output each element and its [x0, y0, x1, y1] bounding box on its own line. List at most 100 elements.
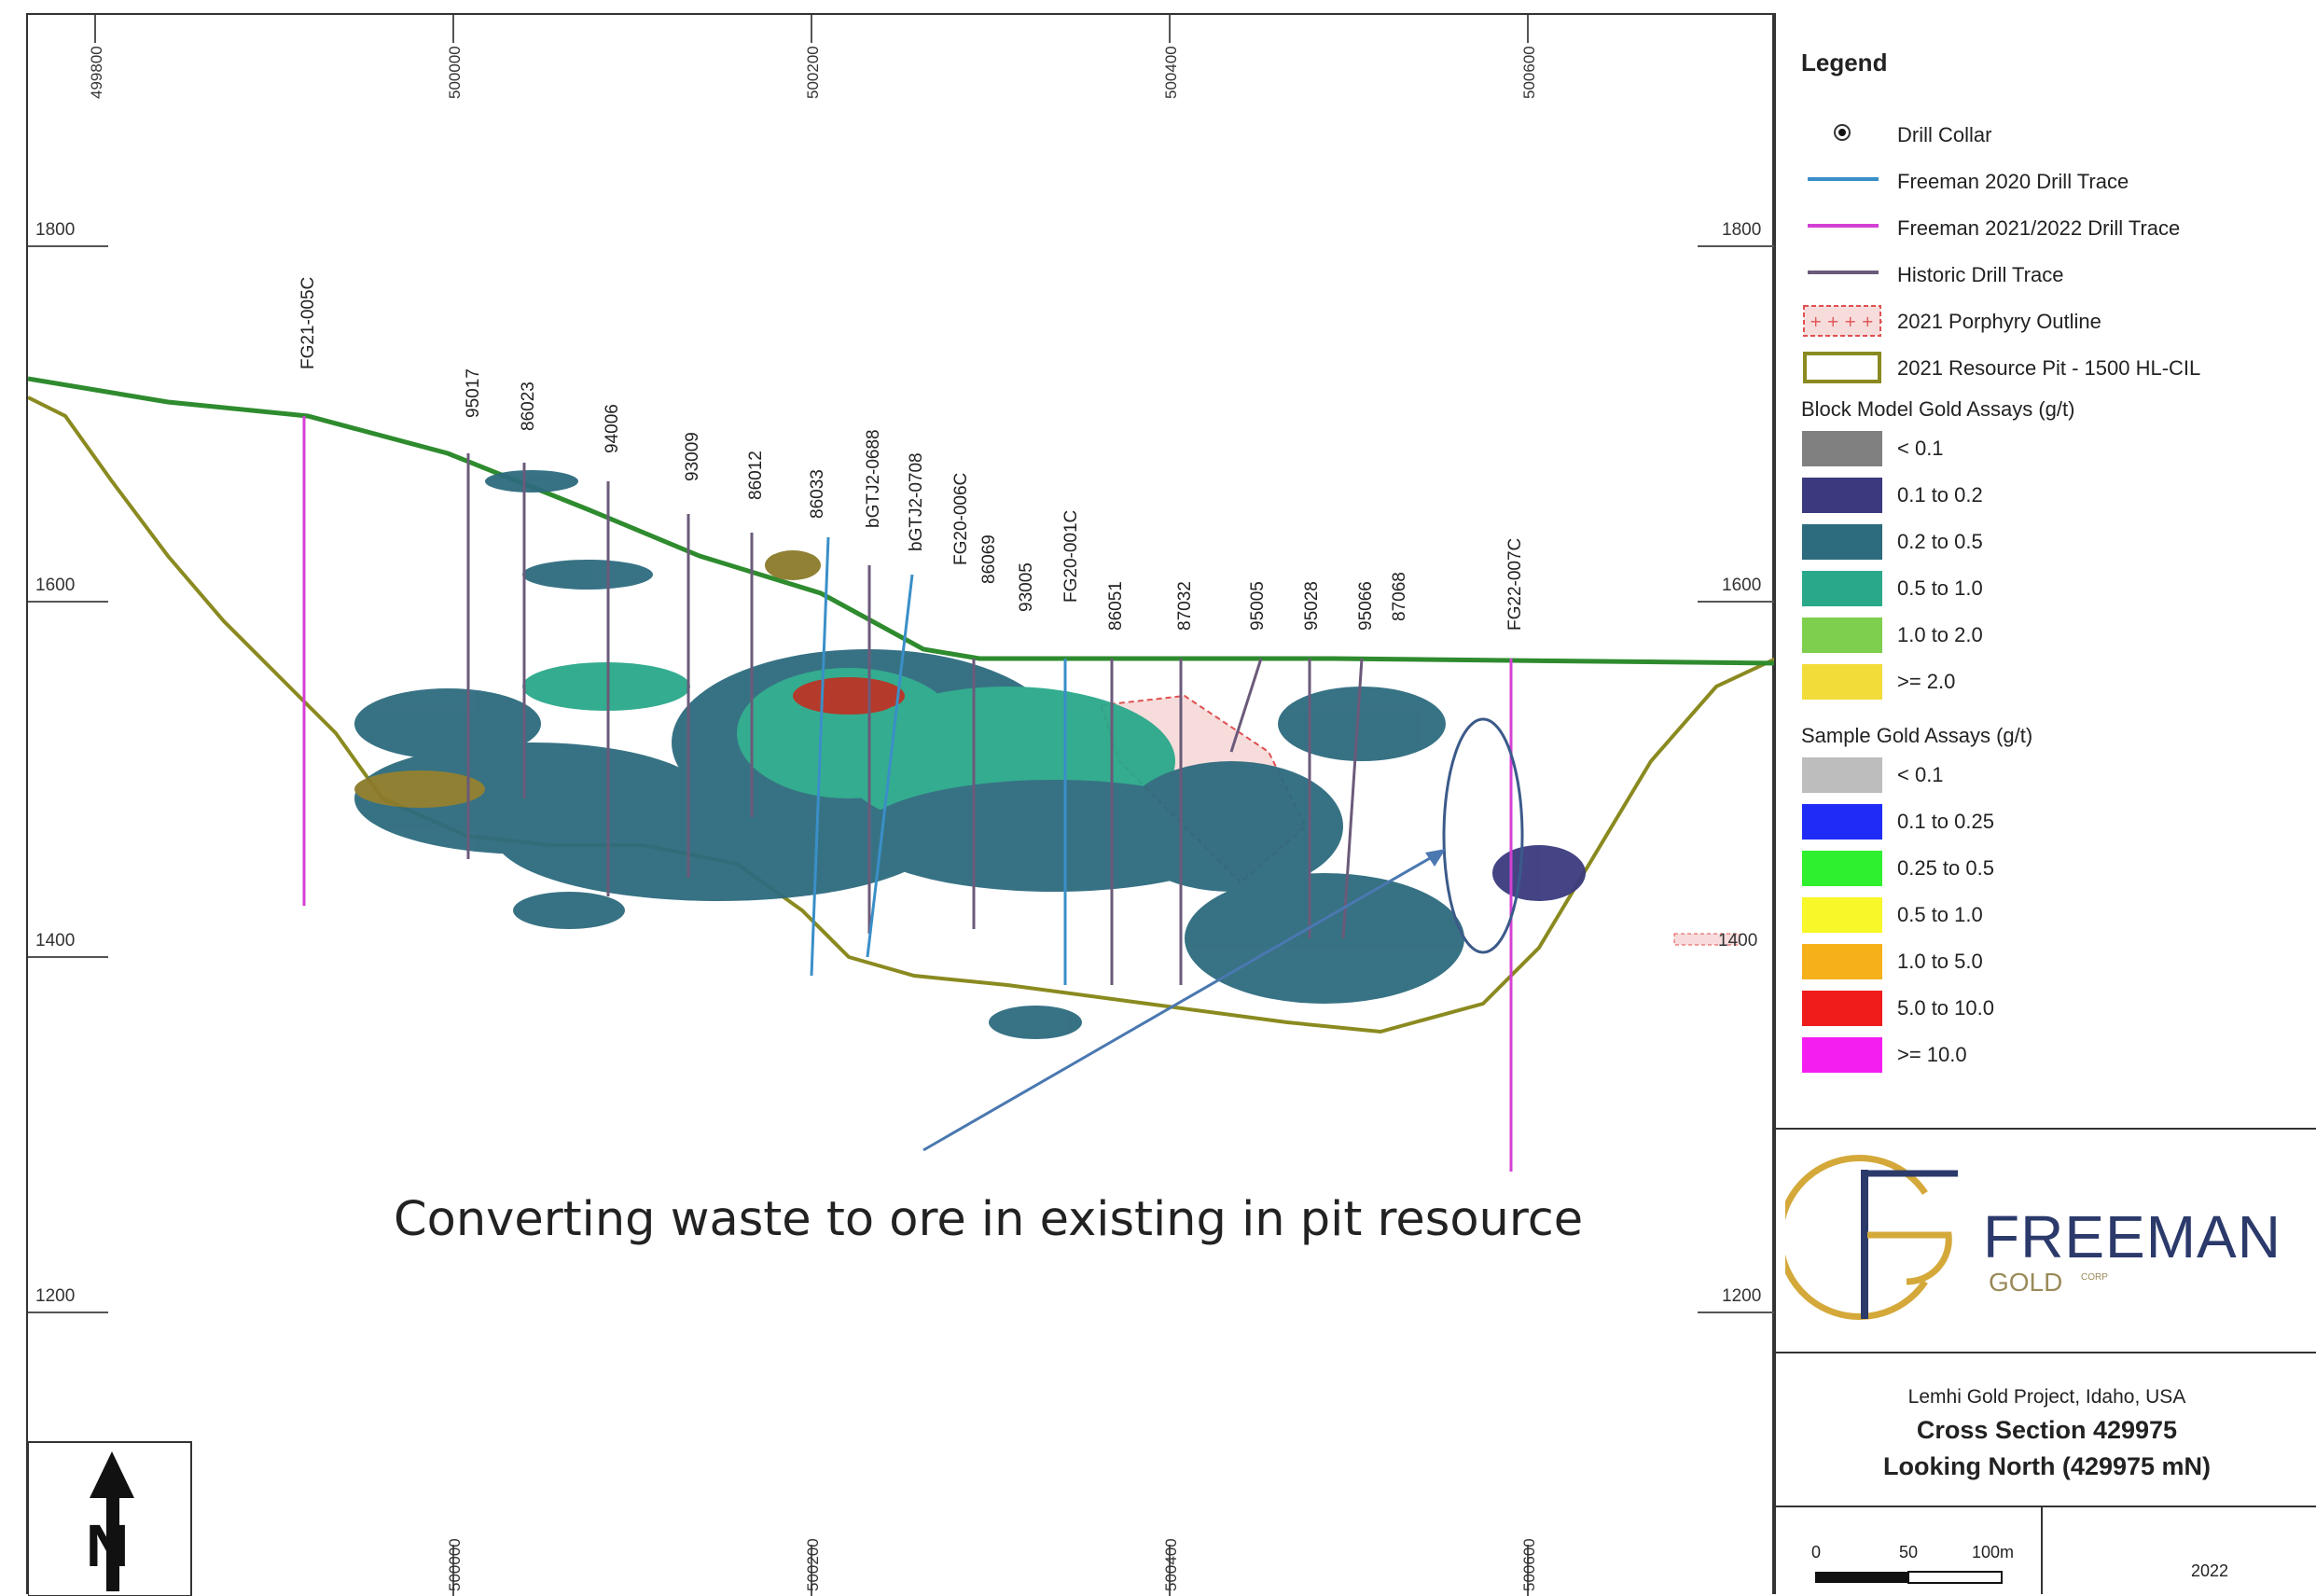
legend-item-label: >= 2.0: [1897, 670, 1956, 693]
porphyry-swatch: + + + + +: [1803, 305, 1882, 337]
drill-hole-label: FG20-001C: [1061, 509, 1081, 603]
color-swatch: [1802, 618, 1882, 653]
divider: [1776, 1352, 2316, 1353]
elevation-tick-right: 1600: [1722, 576, 1762, 595]
legend-sample-item: 0.1 to 0.25: [1793, 804, 2315, 843]
drill-hole-label: FG20-006C: [951, 472, 971, 565]
easting-tick-top: 499800: [88, 46, 105, 99]
color-swatch: [1802, 1037, 1882, 1073]
scale-label: 0: [1811, 1543, 1822, 1561]
scale-bar: [1815, 1571, 2003, 1584]
legend-item-label: 0.1 to 0.2: [1897, 483, 1983, 507]
color-swatch: [1802, 431, 1882, 466]
elevation-tick-right: 1400: [1718, 931, 1758, 951]
pit-swatch: [1803, 352, 1881, 383]
color-swatch: [1802, 804, 1882, 840]
drill-hole-label: 95017: [464, 368, 483, 418]
easting-tick-top: 500400: [1162, 46, 1180, 99]
topography-line: [28, 376, 1776, 666]
legend-item-label: 2021 Resource Pit - 1500 HL-CIL: [1897, 356, 2201, 380]
drill-hole-label: 93005: [1017, 562, 1036, 612]
legend-sample-item: >= 10.0: [1793, 1037, 2315, 1076]
drill-hole-label: 95066: [1356, 581, 1376, 631]
easting-tick-bottom: 500600: [1520, 1538, 1538, 1591]
callout-arrow: [922, 853, 1437, 1152]
legend-item-label: 0.5 to 1.0: [1897, 576, 1983, 600]
annotation-caption: Converting waste to ore in existing in p…: [394, 1192, 1584, 1247]
color-swatch: [1802, 524, 1882, 560]
legend-item-label: 0.2 to 0.5: [1897, 530, 1983, 553]
drill-hole-label: 95005: [1248, 581, 1268, 631]
legend-block-item: 0.5 to 1.0: [1793, 571, 2315, 610]
legend-item-label: 2021 Porphyry Outline: [1897, 310, 2101, 333]
legend-item-label: Freeman 2021/2022 Drill Trace: [1897, 216, 2181, 240]
scale-label: 50: [1899, 1543, 1919, 1561]
section-title: Cross Section 429975: [1916, 1416, 2178, 1444]
legend-item-label: Drill Collar: [1897, 123, 1992, 146]
easting-tick-bottom: 500000: [446, 1538, 464, 1591]
legend-block-item: 1.0 to 2.0: [1793, 618, 2315, 657]
scale-label: 100m: [1972, 1543, 2015, 1561]
legend-item: 2021 Resource Pit - 1500 HL-CIL: [1793, 351, 2315, 390]
cross-section-map: 499800 500000 500200 500400 500600 50000…: [26, 13, 1776, 1596]
easting-tick-bottom: 500400: [1162, 1538, 1180, 1591]
color-swatch: [1802, 664, 1882, 700]
drill-hole-label: 95028: [1302, 581, 1322, 631]
block-model-bodies: [354, 470, 1586, 1039]
legend-item-label: 0.5 to 1.0: [1897, 903, 1983, 926]
color-swatch: [1802, 897, 1882, 933]
divider: [1776, 1506, 2316, 1507]
drill-hole-label: 86069: [979, 534, 999, 584]
elevation-tick-left: 1600: [35, 576, 76, 595]
drill-hole-label: bGTJ2-0688: [864, 429, 883, 528]
divider: [1776, 1128, 2316, 1130]
brand-corp: CORP: [2081, 1272, 2108, 1283]
legend-item-label: 1.0 to 2.0: [1897, 623, 1983, 646]
drill-hole-label: FG22-007C: [1505, 537, 1525, 631]
legend-block-item: 0.1 to 0.2: [1793, 478, 2315, 517]
drill-hole-label: FG21-005C: [298, 276, 318, 369]
legend-item-label: < 0.1: [1897, 763, 1944, 786]
legend-item-label: Freeman 2020 Drill Trace: [1897, 170, 2129, 193]
freeman-logo-icon: [1785, 1155, 1958, 1320]
easting-tick-bottom: 500200: [804, 1538, 822, 1591]
color-swatch: [1802, 851, 1882, 886]
easting-tick-top: 500000: [446, 46, 464, 99]
brand-name: FREEMAN: [1983, 1203, 2281, 1270]
legend-block-item: < 0.1: [1793, 431, 2315, 470]
color-swatch: [1802, 571, 1882, 606]
line-swatch: [1808, 224, 1879, 228]
legend-sample-item: 1.0 to 5.0: [1793, 944, 2315, 983]
drill-hole-label: 86033: [808, 469, 827, 519]
legend-item: Drill Collar: [1793, 118, 2315, 157]
easting-tick-top: 500200: [804, 46, 822, 99]
north-arrow-icon: [90, 1451, 134, 1591]
drill-hole-label: 86023: [519, 382, 538, 431]
legend-item-label: >= 10.0: [1897, 1043, 1967, 1066]
legend-sample-item: 5.0 to 10.0: [1793, 991, 2315, 1030]
drill-hole-label: 86051: [1106, 581, 1126, 631]
drill-hole-label: 87032: [1175, 581, 1195, 631]
drill-hole-label: 94006: [603, 404, 622, 453]
legend-panel: Legend Drill Collar Freeman 2020 Drill T…: [1774, 13, 2316, 1594]
line-swatch: [1808, 271, 1879, 274]
legend-item: + + + + + 2021 Porphyry Outline: [1793, 304, 2315, 343]
drill-hole-label: 93009: [683, 432, 702, 481]
year-label: 2022: [2191, 1561, 2229, 1580]
color-swatch: [1802, 478, 1882, 513]
legend-item-label: 0.25 to 0.5: [1897, 856, 1994, 880]
divider: [2041, 1506, 2043, 1594]
easting-tick-top: 500600: [1520, 46, 1538, 99]
dot-icon: [1834, 124, 1851, 141]
legend-item: Freeman 2020 Drill Trace: [1793, 164, 2315, 203]
legend-block-item: 0.2 to 0.5: [1793, 524, 2315, 563]
elevation-tick-right: 1200: [1722, 1286, 1762, 1306]
svg-text:+ + + + +: + + + + +: [1810, 312, 1882, 330]
legend-sample-item: 0.5 to 1.0: [1793, 897, 2315, 937]
legend-item: Historic Drill Trace: [1793, 257, 2315, 297]
elevation-tick-right: 1800: [1722, 220, 1762, 240]
color-swatch: [1802, 991, 1882, 1026]
elevation-tick-left: 1200: [35, 1286, 76, 1306]
legend-sample-item: < 0.1: [1793, 757, 2315, 797]
